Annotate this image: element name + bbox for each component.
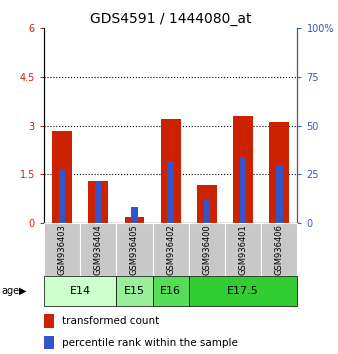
Text: GSM936405: GSM936405 xyxy=(130,224,139,275)
Text: percentile rank within the sample: percentile rank within the sample xyxy=(62,337,238,348)
Bar xyxy=(197,185,217,223)
FancyBboxPatch shape xyxy=(44,276,116,306)
FancyBboxPatch shape xyxy=(261,223,297,276)
Text: GSM936404: GSM936404 xyxy=(94,224,103,275)
Text: E15: E15 xyxy=(124,286,145,296)
Text: GSM936403: GSM936403 xyxy=(57,224,67,275)
Bar xyxy=(233,116,253,223)
FancyBboxPatch shape xyxy=(189,276,297,306)
Bar xyxy=(161,119,180,223)
FancyBboxPatch shape xyxy=(116,276,152,306)
Bar xyxy=(203,200,210,223)
Bar xyxy=(88,182,108,223)
FancyBboxPatch shape xyxy=(152,276,189,306)
Text: E16: E16 xyxy=(160,286,181,296)
Text: transformed count: transformed count xyxy=(62,316,159,326)
FancyBboxPatch shape xyxy=(116,223,152,276)
Text: GSM936406: GSM936406 xyxy=(275,224,284,275)
Bar xyxy=(44,314,54,328)
Bar xyxy=(276,165,283,223)
Text: ▶: ▶ xyxy=(19,286,26,296)
FancyBboxPatch shape xyxy=(80,223,116,276)
Text: E14: E14 xyxy=(70,286,91,296)
Bar xyxy=(52,131,72,223)
Bar xyxy=(167,161,174,223)
FancyBboxPatch shape xyxy=(189,223,225,276)
Text: GSM936402: GSM936402 xyxy=(166,224,175,275)
Text: age: age xyxy=(2,286,20,296)
FancyBboxPatch shape xyxy=(225,223,261,276)
Bar xyxy=(124,217,144,223)
FancyBboxPatch shape xyxy=(44,223,80,276)
Bar xyxy=(131,207,138,223)
Bar xyxy=(95,182,101,223)
Bar xyxy=(59,169,65,223)
Text: GSM936401: GSM936401 xyxy=(239,224,248,275)
Text: E17.5: E17.5 xyxy=(227,286,259,296)
Title: GDS4591 / 1444080_at: GDS4591 / 1444080_at xyxy=(90,12,251,26)
Bar xyxy=(269,122,289,223)
FancyBboxPatch shape xyxy=(152,223,189,276)
Text: GSM936400: GSM936400 xyxy=(202,224,211,275)
Bar xyxy=(240,157,246,223)
Bar xyxy=(44,336,54,349)
